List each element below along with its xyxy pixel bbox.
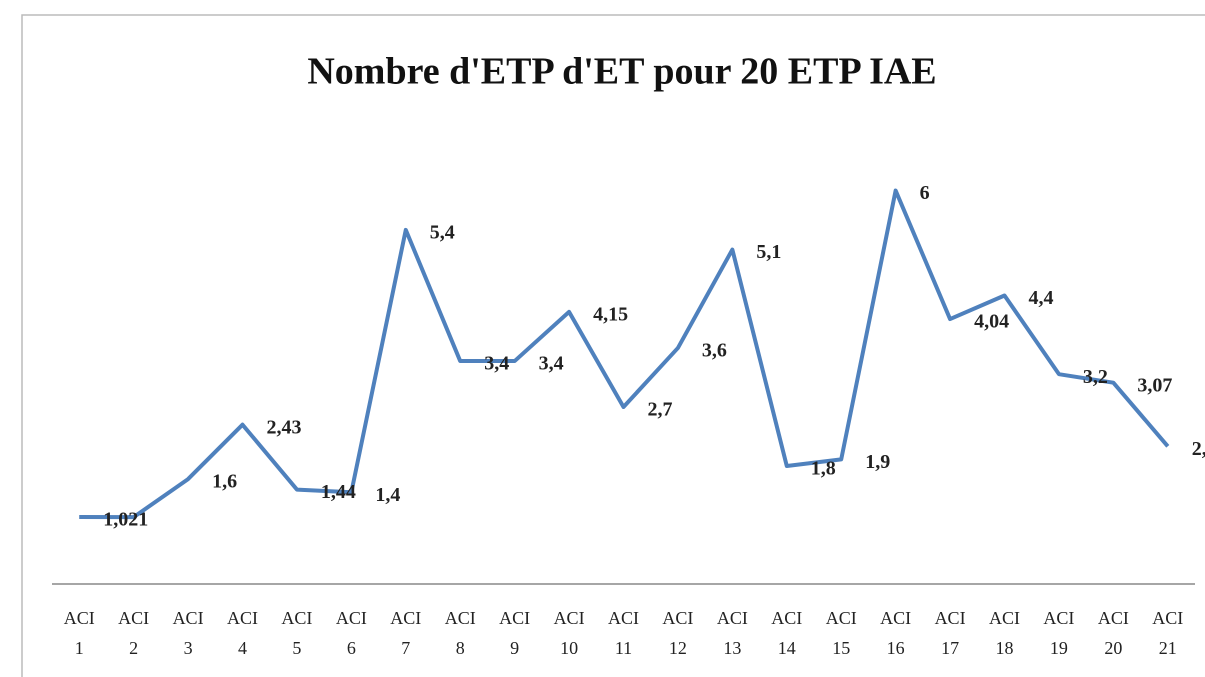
x-tick-label: ACI 21	[1152, 608, 1183, 658]
data-label: 5,1	[756, 241, 781, 263]
x-tick-label: ACI 15	[826, 608, 857, 658]
data-label: 6	[920, 182, 930, 204]
data-label: 5,4	[430, 222, 455, 244]
data-label: 4,15	[593, 303, 628, 325]
x-tick-label: ACI 9	[499, 608, 530, 658]
data-label: 1,44	[321, 481, 356, 503]
x-tick-label: ACI 13	[717, 608, 748, 658]
x-tick-label: ACI 11	[608, 608, 639, 658]
x-tick-label: ACI 4	[227, 608, 258, 658]
x-tick-label: ACI 7	[390, 608, 421, 658]
data-label: 4,4	[1029, 287, 1054, 309]
x-tick-label: ACI 6	[336, 608, 367, 658]
data-label: 1,4	[375, 484, 400, 506]
chart-title: Nombre d'ETP d'ET pour 20 ETP IAE	[307, 51, 936, 93]
data-label: 3,6	[702, 340, 727, 362]
data-label: 1,6	[212, 471, 237, 493]
x-tick-label: ACI 12	[662, 608, 693, 658]
x-tick-label: ACI 16	[880, 608, 911, 658]
data-label: 3,4	[539, 353, 564, 375]
x-tick-label: ACI 3	[173, 608, 204, 658]
data-label: 1,8	[811, 458, 836, 480]
data-label: 2,7	[648, 399, 673, 421]
data-label: 4,04	[974, 311, 1009, 333]
x-tick-label: ACI 18	[989, 608, 1020, 658]
x-tick-label: ACI 1	[64, 608, 95, 658]
data-label: 1,021	[103, 509, 148, 531]
x-tick-label: ACI 19	[1043, 608, 1074, 658]
x-tick-label: ACI 17	[935, 608, 966, 658]
x-tick-label: ACI 10	[554, 608, 585, 658]
x-tick-label: ACI 5	[281, 608, 312, 658]
chart-frame	[21, 14, 1205, 677]
x-tick-label: ACI 2	[118, 608, 149, 658]
data-label: 2,43	[267, 416, 302, 438]
x-tick-label: ACI 14	[771, 608, 802, 658]
data-line	[79, 188, 1170, 520]
data-label: 3,2	[1083, 366, 1108, 388]
x-tick-label: ACI 20	[1098, 608, 1129, 658]
data-label: 3,07	[1137, 374, 1172, 396]
data-label: 2,1	[1192, 438, 1205, 460]
x-tick-label: ACI 8	[445, 608, 476, 658]
data-label: 1,9	[865, 451, 890, 473]
data-label: 3,4	[484, 353, 509, 375]
